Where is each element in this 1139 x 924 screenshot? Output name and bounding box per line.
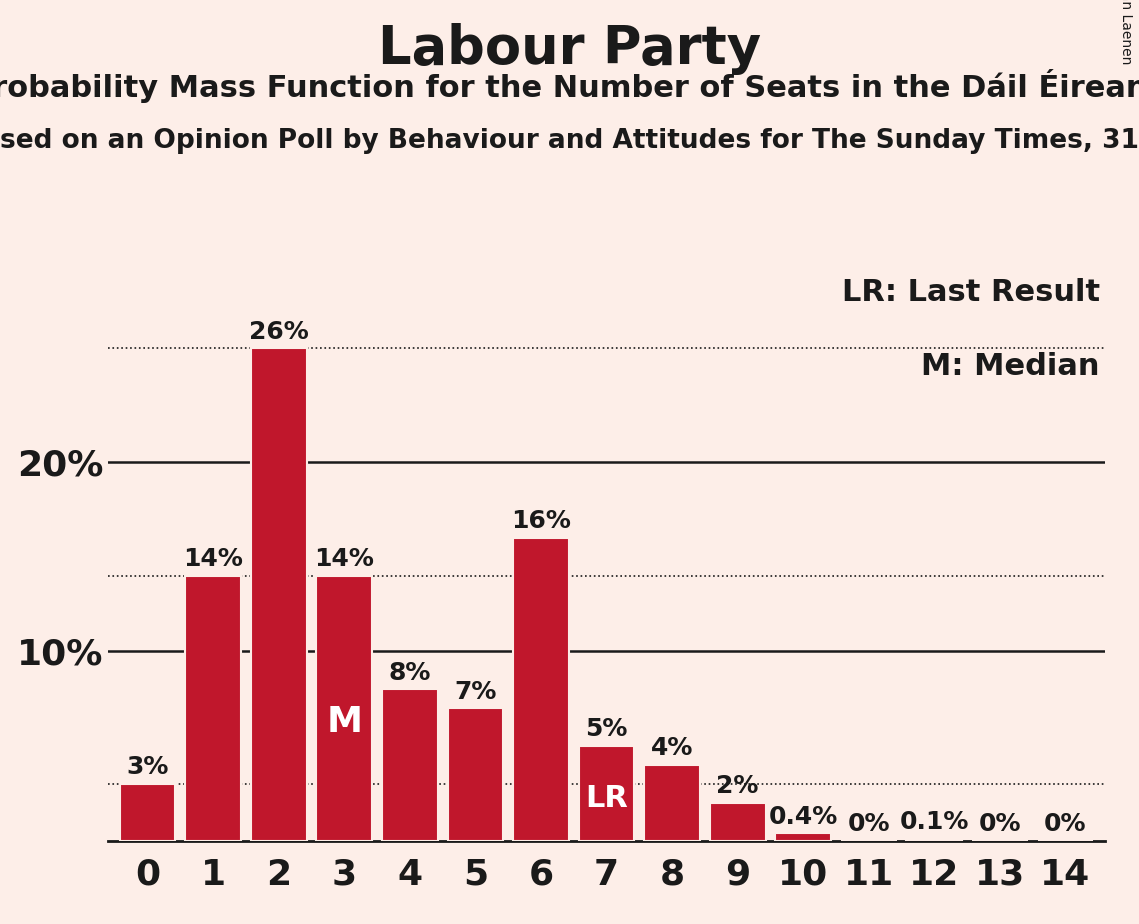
- Text: 7%: 7%: [454, 679, 497, 703]
- Text: M: Median: M: Median: [921, 352, 1100, 381]
- Text: M: M: [326, 704, 362, 738]
- Bar: [710, 803, 765, 841]
- Text: 4%: 4%: [650, 736, 694, 760]
- Bar: [251, 348, 306, 841]
- Bar: [120, 784, 175, 841]
- Bar: [579, 747, 634, 841]
- Text: 3%: 3%: [126, 755, 169, 779]
- Bar: [645, 765, 700, 841]
- Bar: [382, 689, 437, 841]
- Bar: [317, 576, 372, 841]
- Text: 0.1%: 0.1%: [900, 810, 969, 834]
- Text: Labour Party: Labour Party: [378, 23, 761, 75]
- Bar: [907, 839, 962, 841]
- Bar: [186, 576, 241, 841]
- Text: 16%: 16%: [511, 509, 571, 533]
- Text: 14%: 14%: [183, 547, 243, 571]
- Text: LR: LR: [585, 784, 628, 813]
- Text: 14%: 14%: [314, 547, 375, 571]
- Text: 0%: 0%: [978, 812, 1022, 836]
- Text: 8%: 8%: [388, 661, 431, 685]
- Text: 0%: 0%: [1044, 812, 1087, 836]
- Text: 0%: 0%: [847, 812, 890, 836]
- Bar: [513, 538, 568, 841]
- Text: sed on an Opinion Poll by Behaviour and Attitudes for The Sunday Times, 31 May–1: sed on an Opinion Poll by Behaviour and …: [0, 128, 1139, 153]
- Text: Probability Mass Function for the Number of Seats in the Dáil Éireann: Probability Mass Function for the Number…: [0, 69, 1139, 103]
- Bar: [776, 833, 831, 841]
- Text: LR: Last Result: LR: Last Result: [842, 278, 1100, 308]
- Text: 2%: 2%: [716, 774, 759, 798]
- Text: 5%: 5%: [585, 717, 628, 741]
- Text: 26%: 26%: [248, 320, 309, 344]
- Text: 0.4%: 0.4%: [769, 805, 838, 829]
- Bar: [448, 708, 503, 841]
- Text: © 2020 Filip van Laenen: © 2020 Filip van Laenen: [1120, 0, 1133, 65]
